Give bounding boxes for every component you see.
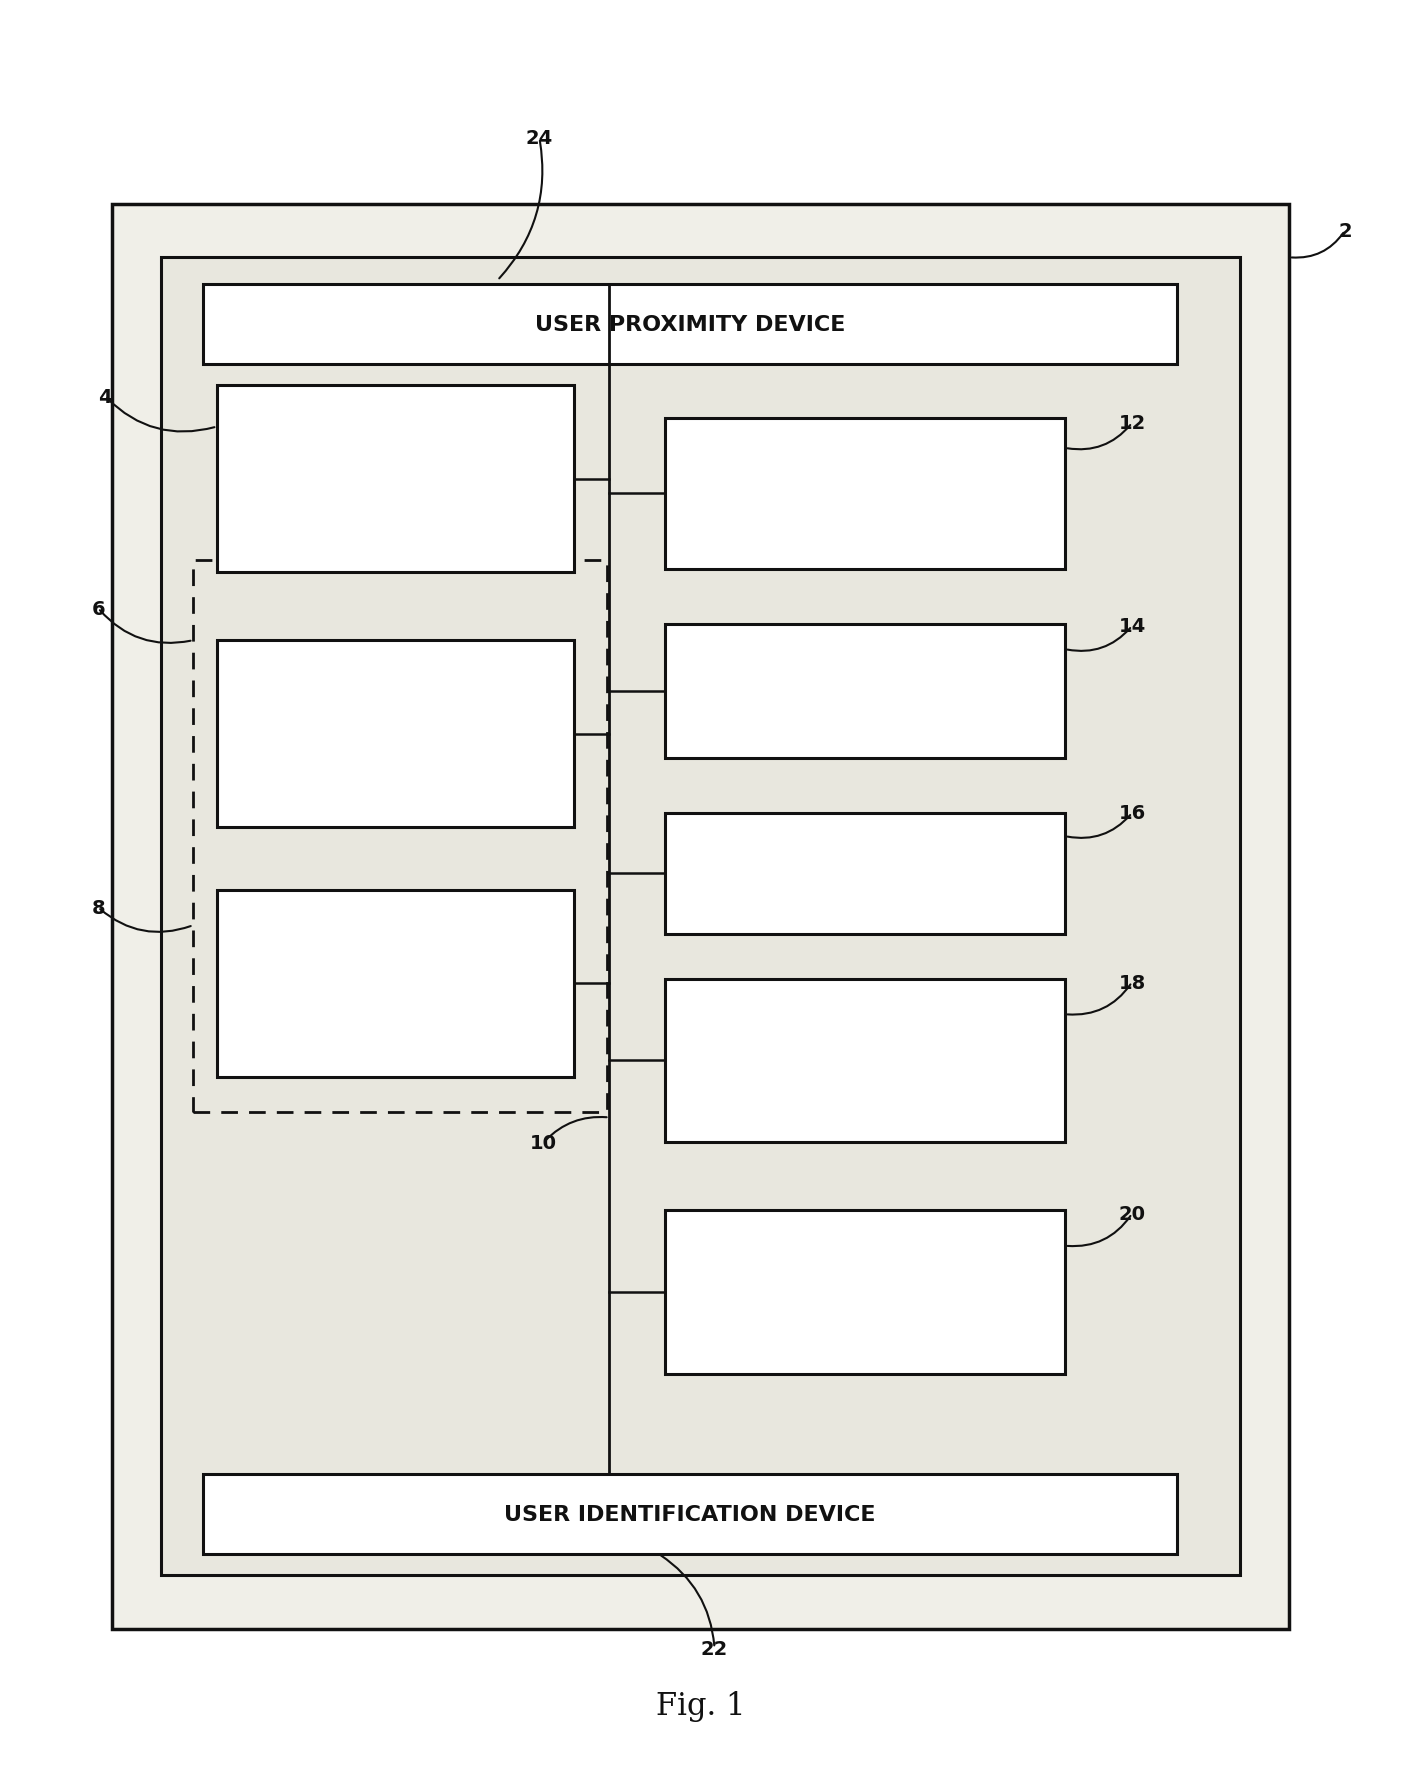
- Bar: [217, 890, 574, 1077]
- Bar: [112, 205, 1289, 1629]
- Text: ENVIRONMENTAL
SENSORS: ENVIRONMENTAL SENSORS: [779, 1271, 951, 1314]
- Text: POLICY MEMORY: POLICY MEMORY: [780, 484, 950, 504]
- Bar: [665, 418, 1065, 570]
- Text: 10: 10: [530, 1134, 558, 1152]
- Text: USER PROXIMITY DEVICE: USER PROXIMITY DEVICE: [535, 315, 845, 335]
- Text: DATA
PROCESSOR: DATA PROCESSOR: [329, 457, 462, 502]
- Text: 24: 24: [525, 130, 553, 148]
- Text: 8: 8: [91, 899, 105, 917]
- Bar: [665, 813, 1065, 934]
- Bar: [217, 641, 574, 828]
- Bar: [665, 979, 1065, 1143]
- Text: IR: IR: [855, 865, 876, 883]
- Text: 20: 20: [1118, 1205, 1146, 1223]
- Text: 2: 2: [1338, 222, 1352, 240]
- Bar: [665, 625, 1065, 758]
- Text: MOBILE
TELEPHONE: MOBILE TELEPHONE: [806, 1040, 925, 1082]
- Text: 16: 16: [1118, 805, 1146, 822]
- Text: 6: 6: [91, 600, 105, 618]
- Text: 22: 22: [700, 1639, 729, 1657]
- Bar: [193, 561, 607, 1112]
- Text: Tx/Rx: Tx/Rx: [838, 682, 892, 701]
- Bar: [217, 386, 574, 573]
- Text: 12: 12: [1118, 415, 1146, 433]
- Text: Fig. 1: Fig. 1: [656, 1689, 745, 1721]
- Bar: [665, 1210, 1065, 1374]
- Text: USER IDENTIFICATION DEVICE: USER IDENTIFICATION DEVICE: [504, 1504, 876, 1524]
- Text: 14: 14: [1118, 618, 1146, 635]
- Bar: [203, 285, 1177, 365]
- Text: 4: 4: [98, 388, 112, 406]
- Bar: [203, 1474, 1177, 1554]
- Bar: [161, 258, 1240, 1575]
- Text: 18: 18: [1118, 974, 1146, 991]
- Text: USER INPUT
INTERFACE: USER INPUT INTERFACE: [331, 712, 461, 756]
- Text: DISPLAY: DISPLAY: [350, 974, 441, 993]
